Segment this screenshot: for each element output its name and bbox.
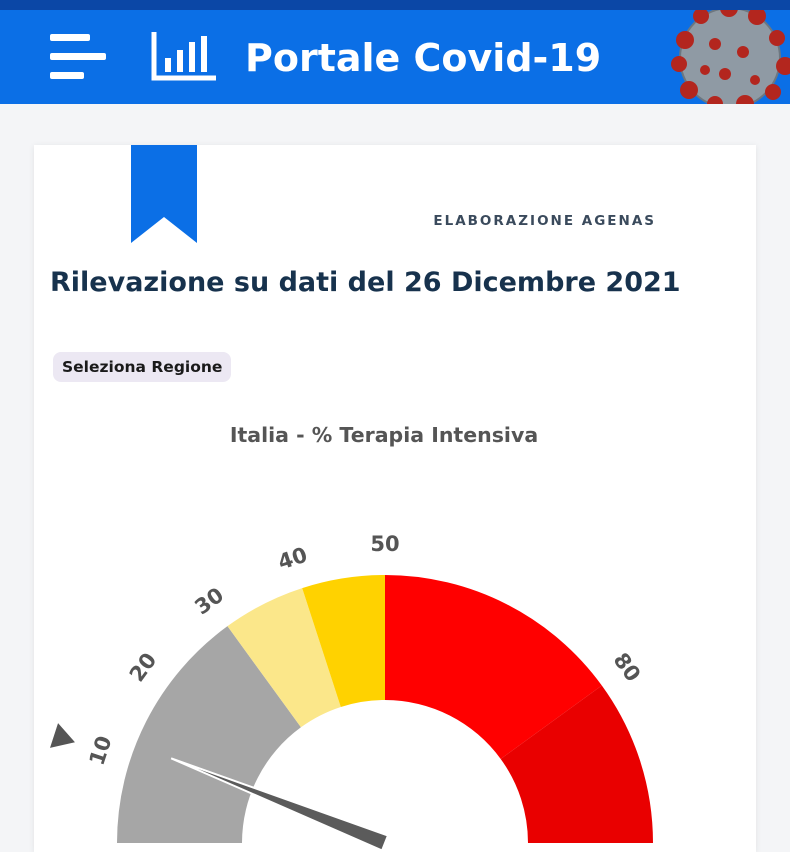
site-header: Portale Covid-19 <box>0 10 790 104</box>
coronavirus-image <box>671 10 790 104</box>
gauge-title: Italia - % Terapia Intensiva <box>229 423 539 447</box>
bookmark-ribbon-icon <box>131 145 197 243</box>
bar-chart-icon <box>151 32 216 81</box>
portal-title[interactable]: Portale Covid-19 <box>245 36 602 80</box>
select-region-button[interactable]: Seleziona Regione <box>53 352 232 382</box>
hamburger-menu-icon[interactable] <box>50 34 106 80</box>
source-label: ELABORAZIONE AGENAS <box>433 213 656 229</box>
page-title: Rilevazione su dati del 26 Dicembre 2021 <box>50 267 681 298</box>
data-card: ELABORAZIONE AGENAS Rilevazione su dati … <box>34 145 756 852</box>
top-status-strip <box>0 0 790 10</box>
